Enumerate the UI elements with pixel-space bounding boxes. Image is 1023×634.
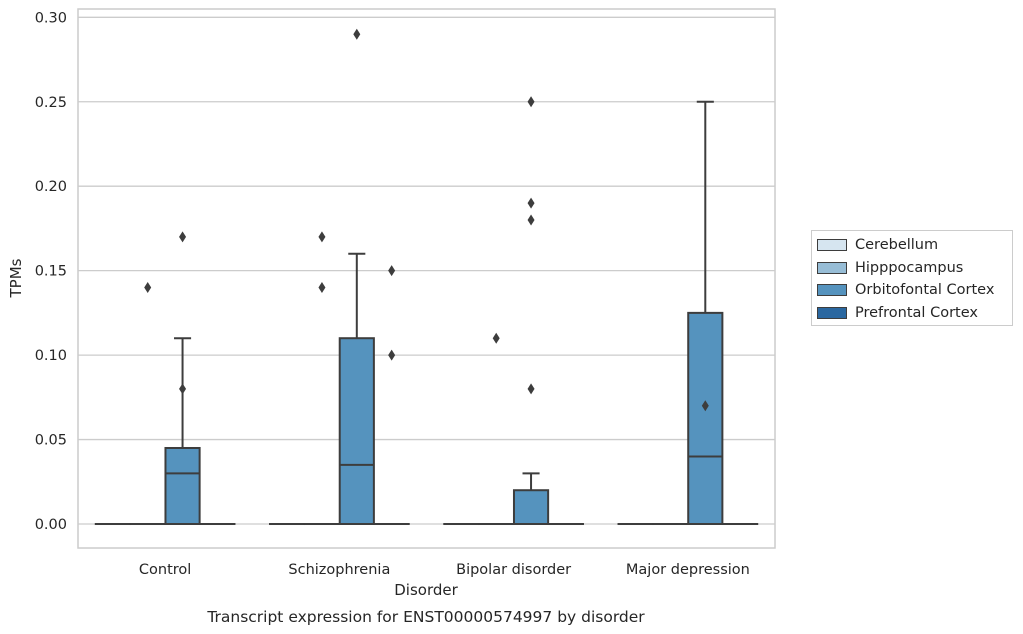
box-orbitofontal-cortex	[338, 28, 375, 525]
box-hipppocampus	[478, 332, 515, 526]
y-tick-label: 0.25	[35, 95, 67, 111]
box-orbitofontal-cortex	[512, 96, 550, 525]
box-hipppocampus	[129, 282, 166, 526]
legend-item: Prefrontal Cortex	[817, 302, 1012, 325]
y-axis-label: TPMs	[7, 258, 25, 298]
outlier-point	[388, 349, 396, 361]
legend-item: Cerebellum	[817, 234, 1012, 257]
legend-swatch	[817, 284, 847, 297]
figure-caption: Transcript expression for ENST0000057499…	[206, 608, 645, 626]
x-tick-labels: Control Schizophrenia Bipolar disorder Majo…	[139, 562, 750, 578]
legend-label: Cerebellum	[855, 237, 939, 254]
outlier-point	[318, 282, 326, 294]
box-hipppocampus	[303, 231, 341, 526]
legend-label: Prefrontal Cortex	[855, 304, 978, 321]
x-tick-label: Control	[139, 562, 191, 578]
box-iqr	[512, 489, 550, 525]
outlier-point	[318, 231, 326, 243]
y-tick-label: 0.00	[35, 517, 67, 533]
outlier-point	[179, 231, 187, 243]
x-tick-label: Major depression	[626, 562, 750, 578]
y-tick-label: 0.20	[35, 179, 67, 195]
legend-item: Hipppocampus	[817, 257, 1012, 280]
y-tick-labels: 0.00 0.05 0.10 0.15 0.20 0.25 0.30	[35, 10, 67, 533]
box-iqr	[687, 311, 724, 525]
outlier-point	[492, 332, 500, 344]
x-tick-label: Bipolar disorder	[456, 562, 571, 578]
box-orbitofontal-cortex	[164, 231, 201, 525]
outlier-point	[527, 383, 535, 395]
y-tick-label: 0.10	[35, 348, 67, 364]
legend-label: Orbitofontal Cortex	[855, 282, 995, 299]
x-tick-label: Schizophrenia	[288, 562, 390, 578]
outlier-point	[388, 265, 396, 277]
legend-swatch	[817, 261, 847, 274]
legend-swatch	[817, 306, 847, 319]
outlier-point	[701, 400, 709, 412]
legend-swatch	[817, 239, 847, 252]
plot-area-frame	[77, 8, 776, 549]
y-tick-label: 0.05	[35, 433, 67, 449]
outlier-point	[179, 383, 187, 395]
gridlines	[78, 16, 775, 525]
outlier-point	[527, 214, 535, 226]
legend-label: Hipppocampus	[855, 259, 964, 276]
box-iqr	[164, 446, 201, 525]
box-marks	[94, 28, 759, 526]
outlier-point	[353, 28, 361, 40]
box-iqr	[338, 337, 375, 525]
outlier-point	[527, 96, 535, 108]
y-tick-label: 0.15	[35, 264, 67, 280]
y-tick-label: 0.30	[35, 10, 67, 26]
x-axis-label: Disorder	[394, 581, 458, 599]
box-prefrontal-cortex	[373, 265, 410, 526]
outlier-point	[144, 282, 152, 294]
outlier-point	[527, 197, 535, 209]
legend: Cerebellum Hipppocampus Orbitofontal Corte…	[811, 230, 1013, 326]
box-orbitofontal-cortex	[687, 100, 724, 525]
legend-item: Orbitofontal Cortex	[817, 279, 1012, 302]
